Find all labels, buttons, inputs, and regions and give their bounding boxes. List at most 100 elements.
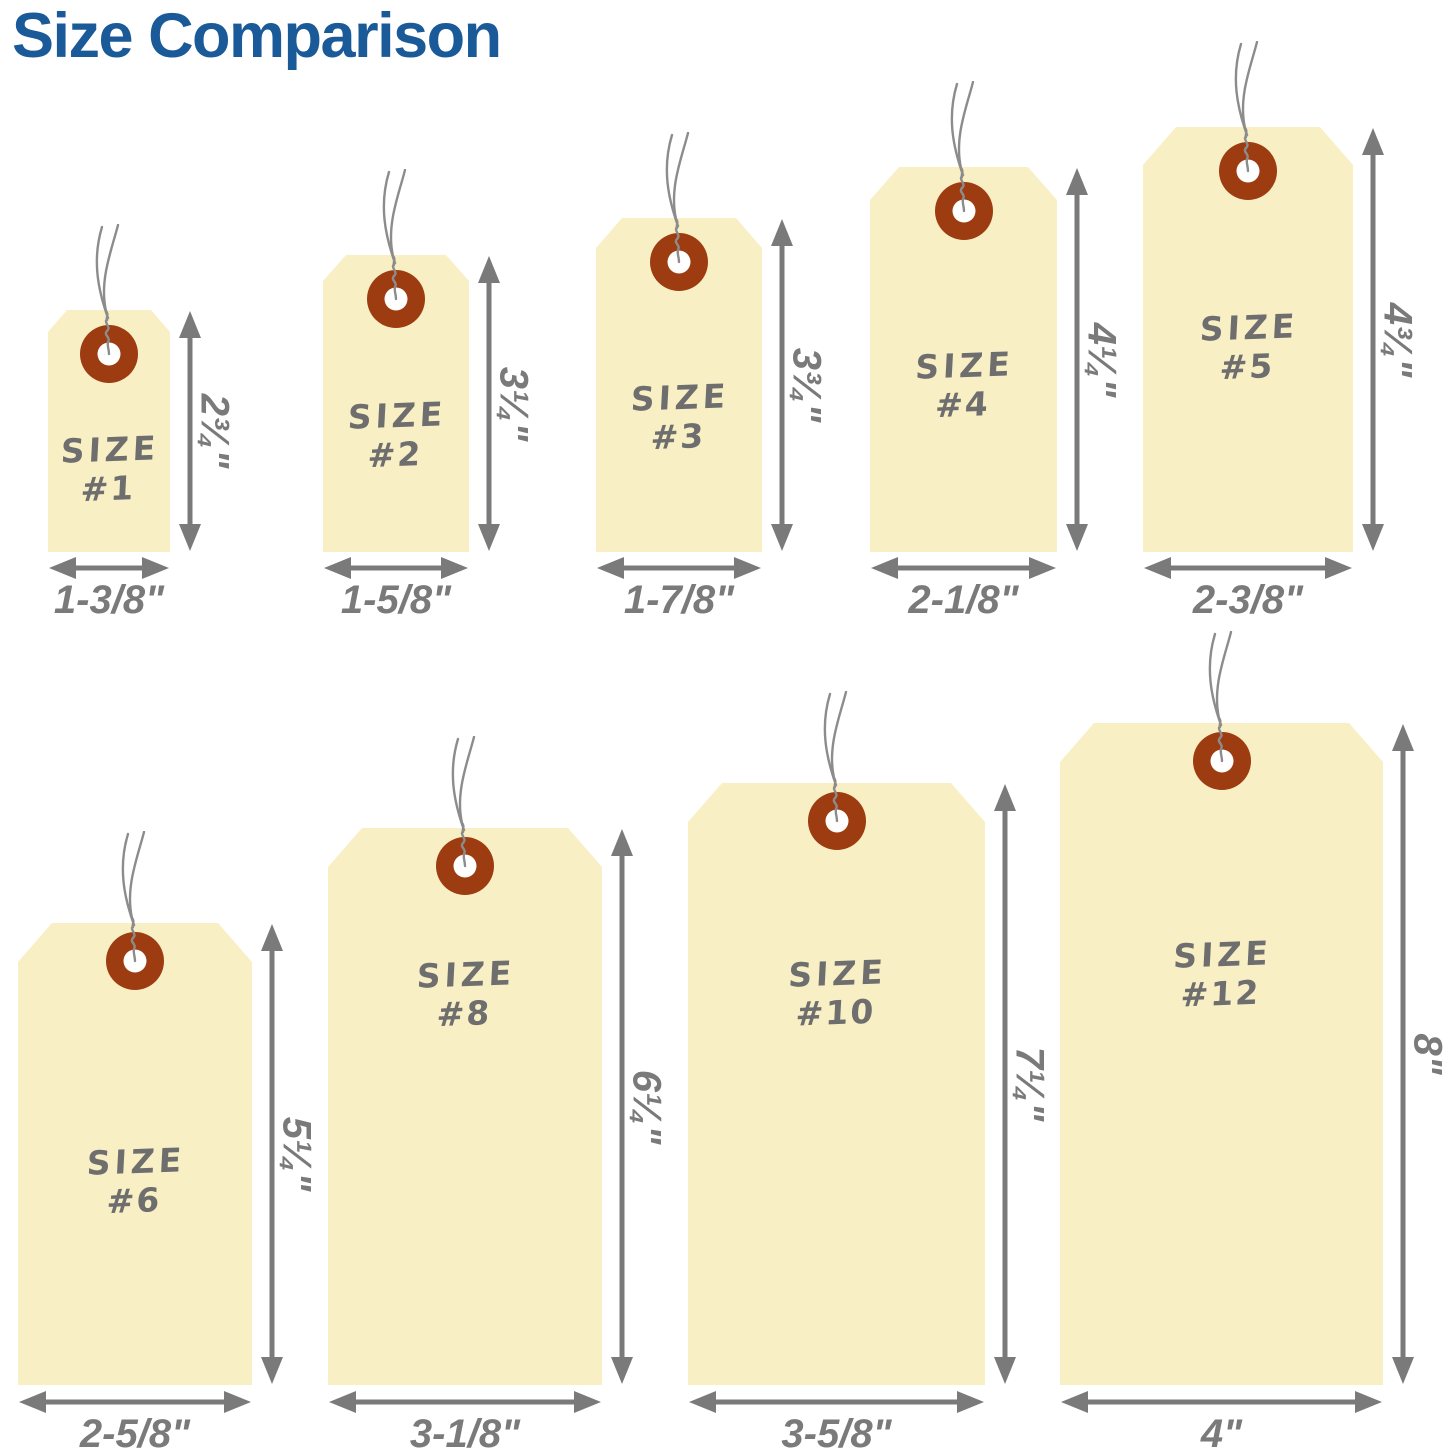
width-arrow-icon (689, 1391, 984, 1413)
height-arrow-icon (1066, 168, 1088, 551)
tag-shape: SIZE #6 (18, 923, 252, 1385)
eyelet-hole-icon (825, 810, 848, 833)
eyelet-icon (80, 325, 138, 383)
eyelet-icon (808, 792, 866, 850)
tag-label-block: SIZE #1 (46, 429, 172, 511)
tag-label-block: SIZE #6 (16, 1139, 254, 1225)
wire-string-icon (451, 736, 476, 868)
eyelet-hole-icon (668, 251, 691, 274)
width-label: 4" (1200, 1412, 1243, 1455)
height-label: 4¾" (1375, 302, 1420, 377)
eyelet-hole-icon (98, 343, 121, 366)
wire-string-icon (1234, 41, 1259, 173)
width-label: 1-3/8" (53, 578, 165, 622)
tag-shape: SIZE #8 (328, 828, 602, 1385)
eyelet-hole-icon (454, 855, 477, 878)
tag-size-word: SIZE (914, 344, 1015, 387)
tag-size-word: SIZE (1172, 933, 1273, 976)
eyelet-icon (1193, 732, 1251, 790)
wire-string-icon (950, 81, 974, 213)
tag-size-number: #6 (105, 1180, 163, 1222)
tag-size-number: #1 (79, 468, 137, 510)
width-arrow-icon (19, 1391, 251, 1413)
width-arrow-icon (1144, 557, 1352, 579)
tag-size-number: #12 (1179, 972, 1262, 1015)
tag-size-number: #4 (934, 384, 991, 426)
width-label: 3-1/8" (409, 1412, 521, 1455)
tag-size-number: #5 (1218, 346, 1276, 388)
height-label: 3¼" (491, 366, 536, 441)
height-arrow-icon (611, 829, 633, 1384)
width-label: 3-5/8" (781, 1412, 892, 1455)
height-arrow-icon (771, 219, 793, 551)
eyelet-icon (436, 837, 494, 895)
eyelet-hole-icon (952, 200, 975, 223)
eyelet-hole-icon (385, 288, 408, 311)
eyelet-icon (367, 270, 425, 328)
height-arrow-icon (261, 924, 283, 1384)
width-label: 2-5/8" (79, 1412, 191, 1455)
wire-string-icon (121, 831, 146, 963)
eyelet-icon (935, 182, 993, 240)
tag-shape: SIZE #3 (596, 218, 762, 552)
width-arrow-icon (1061, 1391, 1382, 1413)
tag-label-block: SIZE #4 (868, 344, 1059, 429)
tag-size-number: #3 (649, 416, 707, 458)
tag-size-word: SIZE (85, 1140, 187, 1183)
tag-shape: SIZE #2 (323, 255, 469, 552)
tag-size-word: SIZE (415, 953, 517, 996)
tag-label-block: SIZE #10 (686, 950, 987, 1038)
wire-string-icon (665, 132, 690, 264)
tag-label-block: SIZE #12 (1058, 930, 1385, 1019)
tag-size-word: SIZE (346, 394, 448, 437)
tag-shape: SIZE #12 (1060, 723, 1383, 1385)
page-title: Size Comparison (12, 1, 502, 71)
height-label: 5¼" (274, 1116, 319, 1192)
eyelet-hole-icon (1210, 750, 1233, 773)
height-label: 2¾" (192, 393, 237, 469)
height-label: 6¼" (624, 1069, 669, 1144)
tag-size-word: SIZE (787, 952, 888, 995)
height-arrow-icon (1392, 724, 1414, 1384)
tag-shape: SIZE #10 (688, 783, 985, 1385)
tag-size-number: #10 (794, 991, 877, 1034)
height-arrow-icon (1362, 128, 1384, 551)
wire-string-icon (382, 169, 407, 301)
tag-shape: SIZE #5 (1143, 127, 1353, 552)
tag-size-word: SIZE (629, 376, 731, 419)
width-label: 1-7/8" (623, 578, 735, 622)
wire-string-icon (1208, 631, 1232, 763)
height-label: 8" (1405, 1033, 1445, 1075)
width-label: 2-1/8" (908, 578, 1019, 622)
tag-label-block: SIZE #3 (594, 376, 764, 460)
tag-label-block: SIZE #8 (326, 951, 604, 1039)
eyelet-hole-icon (124, 950, 147, 973)
tag-label-block: SIZE #5 (1141, 305, 1355, 390)
tag-label-block: SIZE #2 (321, 394, 471, 477)
eyelet-icon (106, 932, 164, 990)
tag-shape: SIZE #1 (48, 310, 170, 552)
width-arrow-icon (871, 557, 1056, 579)
height-label: 3¾" (784, 347, 829, 423)
eyelet-icon (650, 233, 708, 291)
height-arrow-icon (179, 311, 201, 551)
width-arrow-icon (329, 1391, 601, 1413)
height-label: 7¼" (1007, 1046, 1052, 1122)
height-label: 4¼" (1079, 322, 1124, 397)
eyelet-hole-icon (1237, 160, 1260, 183)
width-arrow-icon (49, 557, 169, 579)
tag-size-number: #8 (435, 993, 493, 1035)
tag-shape: SIZE #4 (870, 167, 1057, 552)
eyelet-icon (1219, 142, 1277, 200)
width-label: 1-5/8" (340, 578, 452, 622)
